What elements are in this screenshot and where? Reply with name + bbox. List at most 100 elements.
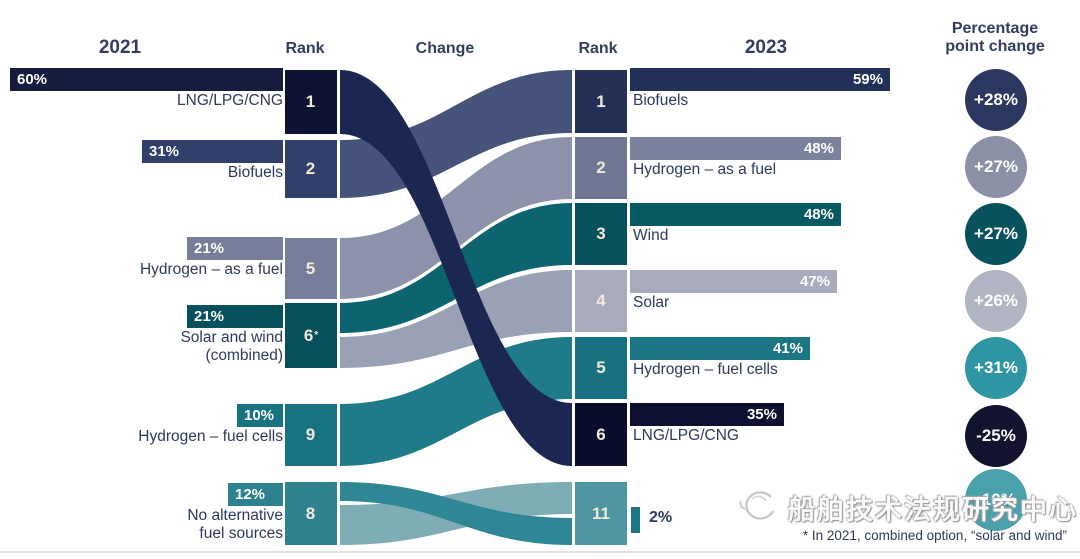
bar-2023-biofuels: 59% [630,68,890,91]
label-2021-no-alternative: No alternative fuel sources [0,507,283,543]
rank-box-2021-6: 6 * [285,303,337,368]
pct-change-circle-no-alternative: -10% [965,469,1027,531]
bar-value: 10% [244,407,275,424]
column-header-rank-right: Rank [578,40,618,57]
value-2023-no-alternative: 2% [649,509,673,526]
pct-change-value: +31% [974,358,1018,377]
bar-value: 41% [772,340,803,357]
bar-value: 31% [149,143,180,160]
bar-value: 48% [803,140,834,157]
rank-number: 8 [305,503,316,523]
label-2023-hydrogen-cells: Hydrogen – fuel cells [633,361,933,379]
watermark-logo-icon [739,491,774,520]
rank-number: 6 [596,424,606,444]
rank-box-2021-1: 1 [285,70,337,134]
rank-number: 1 [305,92,316,111]
bar-2023-solar: 47% [630,270,837,293]
column-header-percentage-point-change: Percentage point change [925,20,1065,56]
bar-value: 21% [194,308,225,325]
fuel-name: Wind [633,227,669,244]
fuel-name-line2: fuel sources [199,525,283,542]
rank-number: 11 [592,503,610,523]
rank-number: 1 [596,91,606,111]
rank-box-2023-1: 1 [575,70,627,133]
fuel-name: Solar and wind [180,329,283,346]
sankey-flows [340,70,572,545]
bar-value: 48% [803,206,834,223]
pct-change-circle-hydrogen-fuel: +27% [965,136,1027,198]
bar-2023-wind: 48% [630,203,841,226]
rank-box-2023-6: 6 [575,403,627,466]
fuel-name: Hydrogen – as a fuel [139,261,283,278]
column-header-change: Change [415,40,475,57]
pct-change-value: +27% [974,157,1018,176]
rank-box-2023-5: 5 [575,337,627,399]
rank-number: 6 [303,325,314,345]
pct-change-circle-biofuels: +28% [965,69,1027,131]
rank-number: 3 [596,224,606,243]
bottom-divider-line [0,551,1080,553]
rank-box-2021-8: 8 [285,482,337,545]
bar-2021-hydrogen-cells: 10% [237,404,283,427]
bar-value: 60% [17,71,48,88]
bar-2021-biofuels: 31% [142,140,283,163]
bar-2021-solar-wind: 21% [187,305,283,328]
rank-number: 2 [596,158,606,177]
flow-no-alternative-dark [340,482,572,545]
rank-number: 5 [596,358,606,377]
pct-change-value: -25% [976,426,1016,445]
bar-value: 47% [799,273,830,290]
bar-value: 21% [194,240,225,257]
bar-value: 12% [235,486,266,503]
footnote: * In 2021, combined option, “solar and w… [802,528,1067,543]
label-2021-lng: LNG/LPG/CNG [0,92,283,110]
pct-change-header-line1: Percentage [951,20,1039,37]
label-2021-biofuels: Biofuels [0,164,283,182]
pct-change-header-line2: point change [945,38,1045,55]
rank-asterisk: * [314,330,319,341]
bar-2023-hydrogen-fuel: 48% [630,137,841,160]
pct-change-value: +28% [974,90,1018,109]
column-header-2021: 2021 [98,37,142,58]
fuel-name: Hydrogen – fuel cells [633,361,778,378]
column-header-rank-left: Rank [285,40,325,57]
label-2023-lng: LNG/LPG/CNG [633,427,933,445]
watermark-text: 船舶技术法规研究中心 [788,494,1078,525]
rank-box-2023-11: 11 [575,482,627,545]
bar-2023-hydrogen-cells: 41% [630,337,810,360]
rank-box-2021-9: 9 [285,404,337,466]
bar-value: 59% [852,71,883,88]
fuel-name: Hydrogen – as a fuel [633,161,777,178]
pct-change-value: +26% [974,291,1018,310]
fuel-name: Hydrogen – fuel cells [138,428,283,445]
pct-change-circle-hydrogen-cells: +31% [965,337,1027,399]
rank-number: 4 [596,291,606,310]
fuel-name-line2: (combined) [205,347,283,364]
column-header-2023: 2023 [744,37,788,58]
flow-hydrogen-as-fuel [340,137,572,299]
pct-change-circle-solar: +26% [965,270,1027,332]
flow-lng-lpg-cng [340,70,572,466]
rank-number: 9 [305,425,316,444]
fuel-name: Solar [633,294,670,311]
flow-solar-2021-to-solar-2023 [340,270,572,368]
bar-2021-no-alternative: 12% [228,483,283,506]
label-2023-wind: Wind [633,227,933,245]
bar-2023-lng: 35% [630,403,784,426]
bar-value: 35% [746,406,777,423]
rank-box-2023-2: 2 [575,137,627,199]
bar-2021-hydrogen-fuel: 21% [187,237,283,260]
label-2023-solar: Solar [633,294,933,312]
bar-2021-lng: 60% [10,68,283,91]
pct-change-value: +27% [974,224,1018,243]
rank-box-2021-5: 5 [285,238,337,299]
fuel-name: LNG/LPG/CNG [177,92,283,109]
rank-box-2023-4: 4 [575,270,627,332]
rank-box-2023-3: 3 [575,203,627,265]
fuel-name: No alternative [187,507,283,524]
bar-2023-no-alternative [631,507,640,533]
pct-change-value: -10% [976,490,1016,509]
fuel-name: LNG/LPG/CNG [633,427,739,444]
fuel-name: Biofuels [633,92,689,109]
